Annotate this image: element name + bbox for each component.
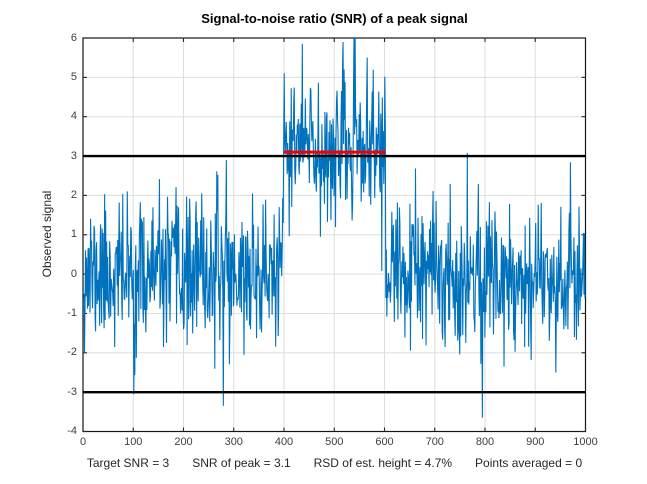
chart-title: Signal-to-noise ratio (SNR) of a peak si… (201, 11, 468, 26)
x-tick-label: 900 (526, 436, 545, 448)
x-tick-label: 800 (475, 436, 495, 448)
y-tick-label: -3 (67, 385, 77, 398)
y-axis-label: Observed signal (40, 190, 54, 278)
y-tick-label: 1 (70, 228, 77, 241)
y-tick-label: 2 (70, 188, 77, 201)
x-tick-label: 200 (174, 436, 193, 448)
x-tick-label: 700 (425, 436, 444, 448)
y-tick-label: -4 (67, 425, 77, 437)
annotation-points-averaged: Points averaged = 0 (475, 456, 583, 470)
y-tick-label: 4 (70, 110, 77, 123)
x-axis-annotation: Target SNR = 3 SNR of peak = 3.1 RSD of … (83, 456, 586, 470)
x-tick-label: 400 (274, 436, 294, 448)
y-tick-label: 3 (70, 149, 77, 162)
y-tick-label: 0 (70, 267, 77, 280)
x-tick-label: 600 (375, 436, 394, 448)
y-tick-label: -2 (67, 346, 77, 359)
annotation-snr-of-peak: SNR of peak = 3.1 (192, 456, 291, 470)
x-tick-label: 300 (224, 436, 243, 448)
x-tick-label: 100 (124, 436, 143, 448)
x-tick-label: 500 (325, 436, 344, 448)
x-tick-label: 0 (79, 436, 87, 448)
y-tick-label: 6 (70, 31, 77, 44)
x-tick-label: 1000 (573, 436, 598, 448)
annotation-rsd-height: RSD of est. height = 4.7% (313, 456, 453, 470)
y-tick-label: -1 (67, 306, 77, 319)
y-tick-label: 5 (70, 70, 77, 83)
annotation-target-snr: Target SNR = 3 (86, 456, 170, 470)
